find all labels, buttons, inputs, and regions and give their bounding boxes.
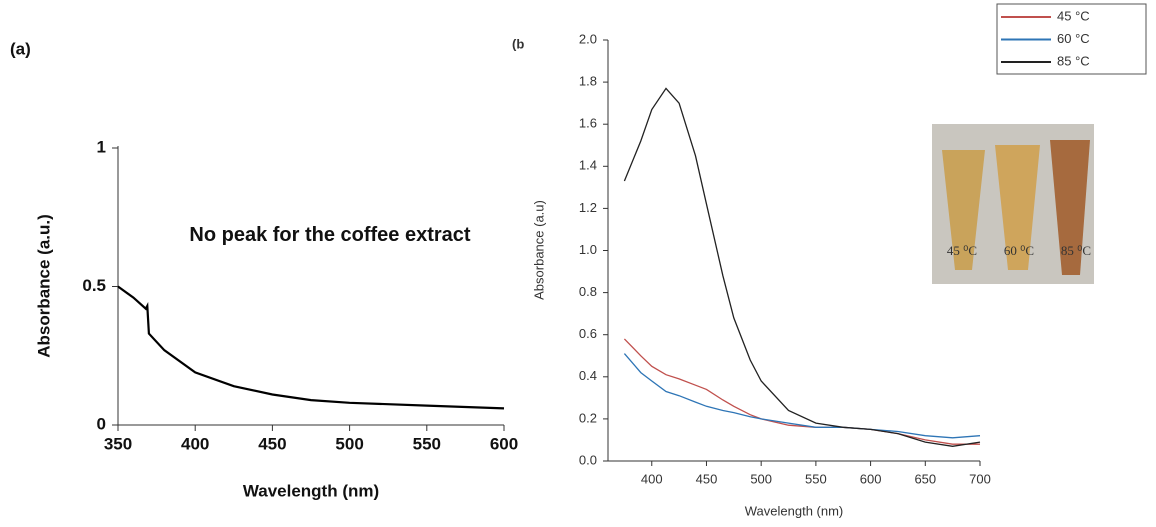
y-tick-label: 0.0	[579, 452, 597, 467]
y-tick-label: 0.8	[579, 284, 597, 299]
inset-label: 45 ⁰C	[947, 243, 977, 258]
y-tick-label: 1.0	[579, 242, 597, 257]
data-line	[623, 353, 981, 439]
x-tick-label: 400	[641, 471, 663, 486]
panel-label: (a)	[10, 39, 31, 58]
y-tick-label: 0.2	[579, 410, 597, 425]
x-tick-label: 500	[335, 434, 363, 453]
y-tick-label: 1.4	[579, 158, 597, 173]
x-tick-label: 450	[696, 471, 718, 486]
legend-label: 45 °C	[1057, 8, 1090, 23]
x-tick-label: 600	[490, 434, 518, 453]
data-line	[623, 87, 981, 447]
x-tick-label: 700	[969, 471, 991, 486]
y-axis-title: Absorbance (a.u.)	[34, 214, 53, 358]
panel-b: (b Wavelength (nm) Absorbance (a.u) 0.0 0.2 0…	[512, 3, 1147, 518]
panel-label: (b	[512, 36, 524, 51]
y-tick-label: 1.2	[579, 200, 597, 215]
panel-a: (a) Wavelength (nm) Absorbance (a.u.) 0 0.5 1…	[10, 39, 518, 500]
x-axis-title: Wavelength (nm)	[745, 503, 844, 518]
y-tick-label: 2.0	[579, 31, 597, 46]
y-axis-title: Absorbance (a.u)	[531, 200, 546, 300]
x-tick-label: 550	[805, 471, 827, 486]
y-tick-label: 0.6	[579, 326, 597, 341]
y-tick-label: 1.6	[579, 116, 597, 131]
x-tick-label: 400	[181, 434, 209, 453]
y-tick-label: 1	[97, 137, 106, 156]
x-axis-title: Wavelength (nm)	[243, 481, 379, 500]
x-tick-label: 550	[413, 434, 441, 453]
x-tick-label: 650	[914, 471, 936, 486]
y-tick-label: 0	[97, 414, 106, 433]
data-line	[623, 338, 980, 445]
tube	[995, 145, 1040, 270]
legend-label: 85 °C	[1057, 53, 1090, 68]
tube	[1050, 140, 1090, 275]
inset-label: 60 ⁰C	[1004, 243, 1034, 258]
y-tick-label: 0.5	[82, 276, 106, 295]
legend-label: 60 °C	[1057, 31, 1090, 46]
data-line	[117, 285, 505, 410]
tube	[942, 150, 985, 270]
y-tick-label: 1.8	[579, 74, 597, 89]
x-tick-label: 450	[258, 434, 286, 453]
y-tick-label: 0.4	[579, 368, 597, 383]
x-tick-label: 500	[750, 471, 772, 486]
annotation: No peak for the coffee extract	[189, 224, 471, 246]
inset-label: 85 ⁰C	[1061, 243, 1091, 258]
x-tick-label: 350	[104, 434, 132, 453]
x-tick-label: 600	[860, 471, 882, 486]
